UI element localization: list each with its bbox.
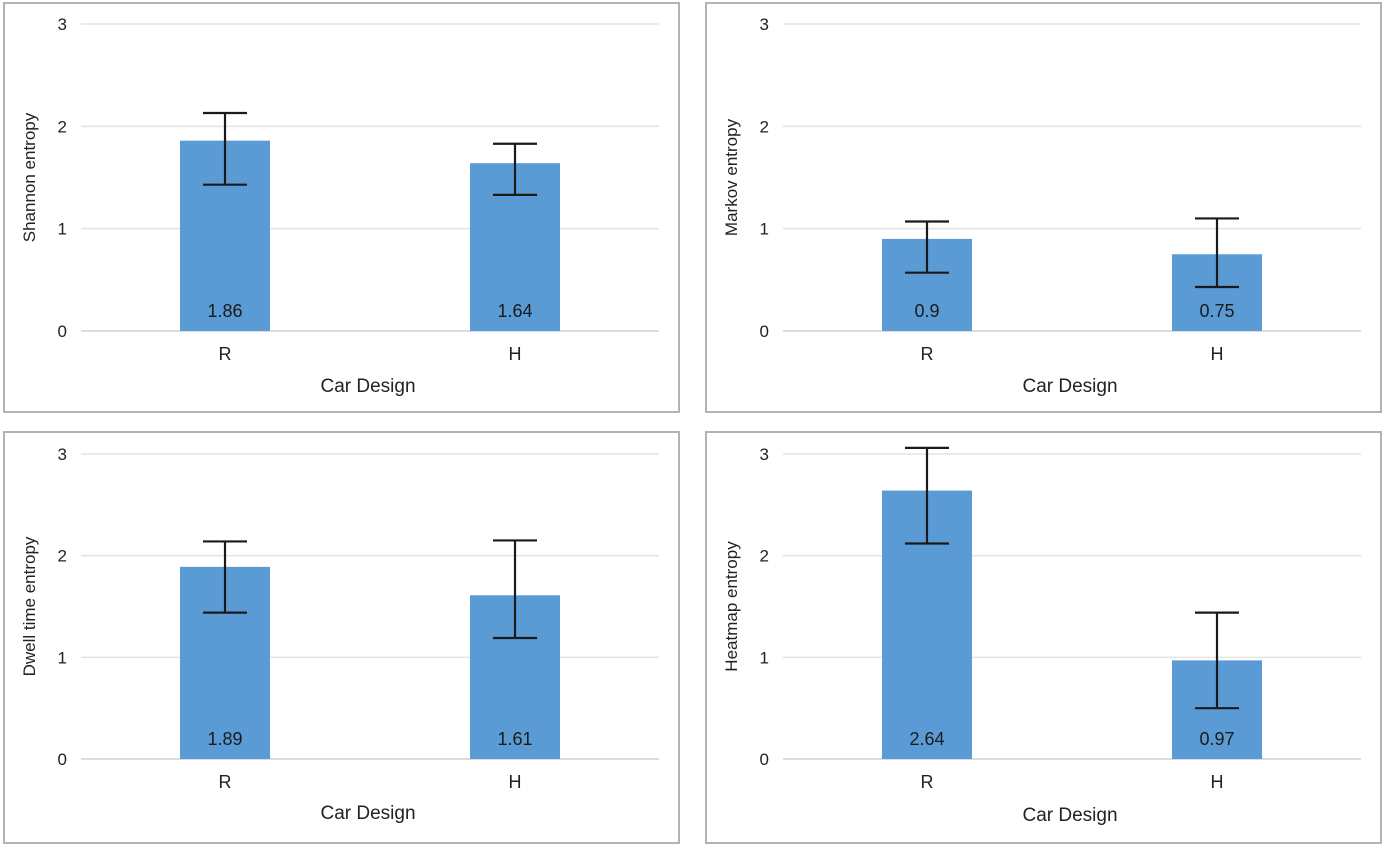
chart-panel-heatmap: 0 1 2 3 2.64 R 0.97 H Car Design Heatmap entropy (705, 431, 1382, 844)
data-label: 1.64 (497, 301, 532, 321)
x-category-label: R (219, 344, 232, 364)
y-axis-title: Markov entropy (722, 118, 741, 236)
chart-svg: 0 1 2 3 0.9 R 0.75 H Car Design Markov entropy (722, 15, 1361, 397)
y-axis-title: Heatmap entropy (722, 541, 741, 672)
y-axis-title: Dwell time entropy (20, 536, 39, 676)
y-tick-label: 3 (58, 445, 67, 464)
y-tick-label: 2 (760, 547, 769, 566)
data-label: 1.89 (207, 729, 242, 749)
chart-svg: 0 1 2 3 1.89 R 1.61 H Car Design Dwell time entro… (20, 445, 659, 824)
x-category-label: R (921, 772, 934, 792)
y-tick-label: 3 (760, 445, 769, 464)
chart-panel-dwell-time: 0 1 2 3 1.89 R 1.61 H Car Design Dwell time entro… (3, 431, 680, 844)
y-tick-label: 1 (58, 220, 67, 239)
y-tick-label: 3 (760, 15, 769, 34)
data-label: 0.9 (914, 301, 939, 321)
y-tick-label: 3 (58, 15, 67, 34)
x-category-label: R (921, 344, 934, 364)
chart-svg: 0 1 2 3 1.86 R 1.64 H Car Design Shannon entropy (20, 15, 659, 397)
data-label: 2.64 (909, 729, 944, 749)
data-label: 1.61 (497, 729, 532, 749)
y-tick-label: 1 (760, 648, 769, 667)
x-category-label: H (509, 344, 522, 364)
y-tick-label: 0 (58, 750, 67, 769)
x-category-label: H (1211, 772, 1224, 792)
x-category-label: H (509, 772, 522, 792)
chart-panel-markov: 0 1 2 3 0.9 R 0.75 H Car Design Markov entropy (705, 2, 1382, 413)
y-tick-label: 1 (760, 220, 769, 239)
chart-svg: 0 1 2 3 2.64 R 0.97 H Car Design Heatmap entropy (722, 445, 1361, 826)
y-axis-title: Shannon entropy (20, 112, 39, 242)
data-label: 0.75 (1199, 301, 1234, 321)
data-label: 1.86 (207, 301, 242, 321)
y-tick-label: 2 (58, 547, 67, 566)
data-label: 0.97 (1199, 729, 1234, 749)
y-tick-label: 0 (58, 322, 67, 341)
x-axis-title: Car Design (1022, 376, 1117, 397)
y-tick-label: 1 (58, 648, 67, 667)
x-axis-title: Car Design (320, 803, 415, 824)
x-category-label: H (1211, 344, 1224, 364)
x-axis-title: Car Design (320, 376, 415, 397)
y-tick-label: 2 (58, 117, 67, 136)
x-axis-title: Car Design (1022, 805, 1117, 826)
y-tick-label: 0 (760, 750, 769, 769)
x-category-label: R (219, 772, 232, 792)
y-tick-label: 0 (760, 322, 769, 341)
chart-panel-shannon: 0 1 2 3 1.86 R 1.64 H Car Design Shannon entropy (3, 2, 680, 413)
y-tick-label: 2 (760, 117, 769, 136)
